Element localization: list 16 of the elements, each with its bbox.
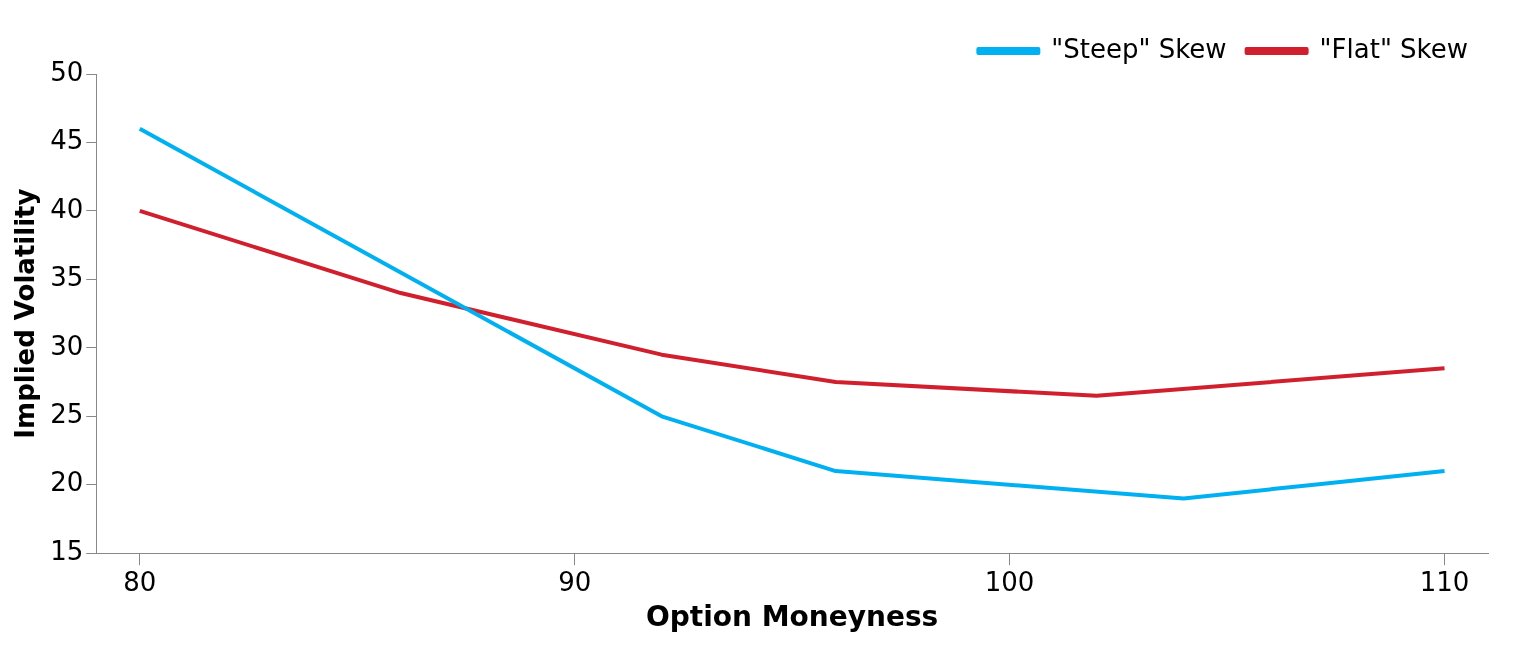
y-tick-label: 45	[50, 125, 84, 156]
x-tick-label: 100	[984, 566, 1035, 597]
y-tick-label: 40	[50, 193, 84, 224]
x-tick-label: 110	[1419, 566, 1470, 597]
x-tick-label: 80	[123, 566, 157, 597]
y-tick-label: 30	[50, 330, 84, 361]
y-tick-label: 50	[50, 56, 84, 87]
x-axis-title: Option Moneyness	[646, 600, 939, 634]
x-tick-label: 90	[558, 566, 592, 597]
y-axis-title: Implied Volatility	[10, 188, 41, 439]
y-tick-label: 25	[50, 399, 84, 430]
legend-label: "Steep" Skew	[1051, 33, 1227, 64]
y-tick-label: 20	[50, 467, 84, 498]
y-tick-label: 35	[50, 262, 84, 293]
y-tick-label: 15	[50, 535, 84, 566]
legend-label: "Flat" Skew	[1319, 33, 1469, 64]
